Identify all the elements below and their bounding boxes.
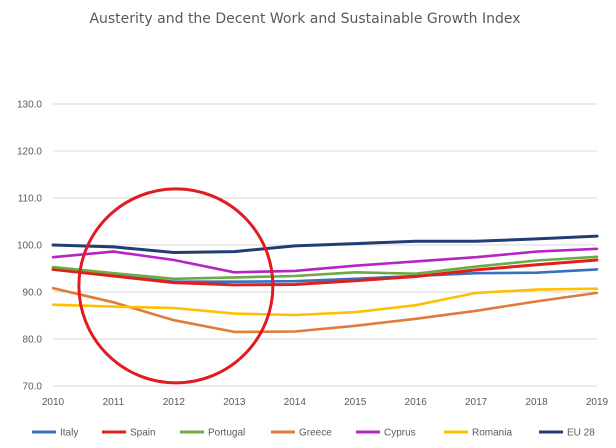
y-tick-label: 130.0 <box>17 100 42 111</box>
y-tick-label: 120.0 <box>17 147 42 158</box>
x-tick-label: 2014 <box>284 397 307 408</box>
legend-label: Romania <box>472 428 512 439</box>
x-tick-label: 2010 <box>42 397 65 408</box>
series-line-spain <box>51 258 599 287</box>
y-tick-label: 70.0 <box>23 382 43 393</box>
x-tick-label: 2019 <box>586 397 609 408</box>
x-tick-label: 2018 <box>525 397 548 408</box>
series-line-romania <box>51 287 599 317</box>
x-tick-label: 2015 <box>344 397 367 408</box>
y-tick-label: 90.0 <box>23 288 43 299</box>
y-tick-label: 100.0 <box>17 241 42 252</box>
series-line-greece <box>51 286 599 334</box>
x-tick-label: 2011 <box>103 397 125 408</box>
series-line-cyprus <box>51 247 599 274</box>
legend-label: Spain <box>130 428 156 439</box>
x-tick-label: 2012 <box>163 397 186 408</box>
series-line-portugal <box>51 255 599 281</box>
legend-label: Portugal <box>208 428 245 439</box>
legend-label: EU 28 <box>567 428 595 439</box>
x-tick-label: 2016 <box>405 397 428 408</box>
chart-title: Austerity and the Decent Work and Sustai… <box>89 11 520 27</box>
y-axis-ticks: 70.0 80.0 90.0 100.0 110.0 120.0 130.0 <box>17 100 42 393</box>
annotation-layer <box>77 187 275 385</box>
highlight-circle <box>77 187 275 385</box>
legend-label: Italy <box>60 428 78 439</box>
y-tick-label: 80.0 <box>23 335 43 346</box>
x-tick-label: 2013 <box>223 397 246 408</box>
series-lines <box>51 234 599 334</box>
series-line-eu-28 <box>51 234 599 254</box>
x-axis-ticks: 2010 2011 2012 2013 2014 2015 2016 2017 2018 2019 <box>42 397 609 408</box>
gridlines <box>53 103 597 387</box>
legend: Italy Spain Portugal Greece Cyprus Romania EU … <box>32 428 595 439</box>
legend-label: Cyprus <box>384 428 416 439</box>
y-tick-label: 110.0 <box>18 194 43 205</box>
x-tick-label: 2017 <box>465 397 488 408</box>
legend-label: Greece <box>299 428 332 439</box>
